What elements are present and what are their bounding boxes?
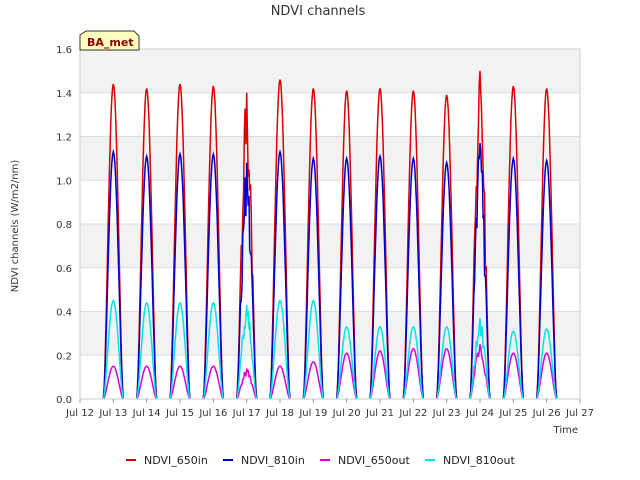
chart-title: NDVI channels [271,4,366,19]
x-tick-label: Jul 26 [532,408,561,419]
y-axis-ticks: 0.0 0.2 0.4 0.6 0.8 1.0 1.2 1.4 1.6 [56,45,72,406]
plot-band [80,136,580,181]
y-tick-label: 0.4 [56,308,72,319]
x-tick-label: Jul 19 [298,408,327,419]
series-layer [102,70,558,400]
y-tick-label: 1.0 [56,176,72,187]
x-tick-label: Jul 17 [232,408,261,419]
series-line-ndvi_650in [102,70,558,400]
x-tick-label: Jul 18 [265,408,294,419]
plot-frame [79,48,581,400]
x-tick-label: Jul 14 [132,408,161,419]
site-badge: BA_met [79,30,140,51]
y-tick-label: 0.6 [56,264,72,275]
series-line-ndvi_810out [102,299,558,400]
x-tick-label: Jul 23 [432,408,461,419]
y-tick-label: 1.6 [56,45,72,56]
y-tick-label: 1.4 [56,89,72,100]
series-line-ndvi_810in [102,143,558,400]
legend-label: NDVI_810in [241,454,305,467]
x-tick-label: Jul 22 [398,408,427,419]
x-tick-label: Jul 24 [465,408,494,419]
site-badge-shape [79,30,140,51]
series-line-ndvi_650out [102,344,558,400]
x-tick-label: Jul 16 [198,408,227,419]
legend-label: NDVI_650in [144,454,208,467]
x-axis-title: Time [553,425,578,436]
y-tick-label: 0.0 [56,395,72,406]
x-tick-label: Jul 20 [332,408,361,419]
plot-bands [80,49,580,356]
y-tick-label: 0.2 [56,351,72,362]
x-tick-label: Jul 25 [498,408,527,419]
x-tick-label: Jul 12 [65,408,94,419]
legend-label: NDVI_810out [443,454,515,467]
x-tick-label: Jul 27 [565,408,594,419]
x-tick-label: Jul 21 [365,408,394,419]
plot-band [80,224,580,268]
y-tick-label: 1.2 [56,133,72,144]
x-tick-label: Jul 15 [165,408,194,419]
x-axis-ticks: Jul 12 Jul 13 Jul 14 Jul 15 Jul 16 Jul 17 Jul … [65,399,594,419]
site-badge-label: BA_met [87,36,134,49]
plot-band [80,311,580,356]
y-tick-label: 0.8 [56,220,72,231]
legend-label: NDVI_650out [338,454,410,467]
y-axis-title: NDVI channels (W/m2/nm) [10,160,21,293]
x-tick-label: Jul 13 [98,408,127,419]
legend: NDVI_650in NDVI_810in NDVI_650out NDVI_810o… [126,454,515,467]
plot-band [80,49,580,93]
